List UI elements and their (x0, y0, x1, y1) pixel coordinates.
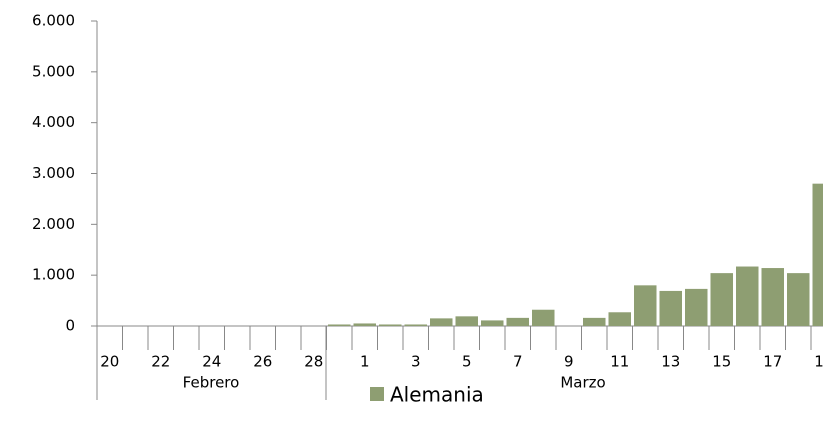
x-tick-label: 9 (564, 353, 574, 371)
month-label: Marzo (560, 374, 605, 392)
x-tick-label: 24 (202, 353, 221, 371)
bar (736, 266, 759, 326)
x-tick-label: 7 (513, 353, 523, 371)
x-tick-label: 26 (253, 353, 272, 371)
bar (506, 317, 529, 326)
x-tick-label: 3 (411, 353, 421, 371)
bar (404, 324, 427, 326)
y-tick-label: 1.000 (32, 266, 75, 284)
bar (710, 273, 733, 326)
bar (787, 273, 810, 326)
bar (583, 317, 606, 326)
month-label: Febrero (183, 374, 240, 392)
x-tick-label: 1 (360, 353, 370, 371)
x-tick-label: 11 (610, 353, 629, 371)
y-tick-label: 6.000 (32, 12, 75, 30)
bar (430, 318, 453, 326)
x-tick-label: 22 (151, 353, 170, 371)
bar (353, 323, 376, 326)
x-tick-label: 20 (100, 353, 119, 371)
x-tick-label: 5 (462, 353, 472, 371)
y-tick-label: 2.000 (32, 215, 75, 233)
bar (608, 312, 631, 326)
bar (812, 183, 823, 326)
y-tick-label: 0 (65, 317, 75, 335)
bar (455, 316, 478, 326)
bar (659, 290, 682, 326)
y-tick-label: 5.000 (32, 62, 75, 80)
bar (481, 320, 504, 326)
x-tick-label: 28 (304, 353, 323, 371)
x-tick-label: 17 (763, 353, 782, 371)
x-tick-label: 13 (661, 353, 680, 371)
bar (761, 268, 784, 326)
bar (379, 324, 402, 326)
bar (685, 288, 708, 326)
y-tick-label: 3.000 (32, 164, 75, 182)
legend-swatch (370, 387, 384, 401)
legend-label: Alemania (390, 383, 484, 407)
y-tick-label: 4.000 (32, 113, 75, 131)
bar (532, 309, 555, 326)
x-tick-label: 15 (712, 353, 731, 371)
bar (634, 285, 657, 326)
bar (328, 324, 351, 326)
x-tick-label: 19 (814, 353, 823, 371)
